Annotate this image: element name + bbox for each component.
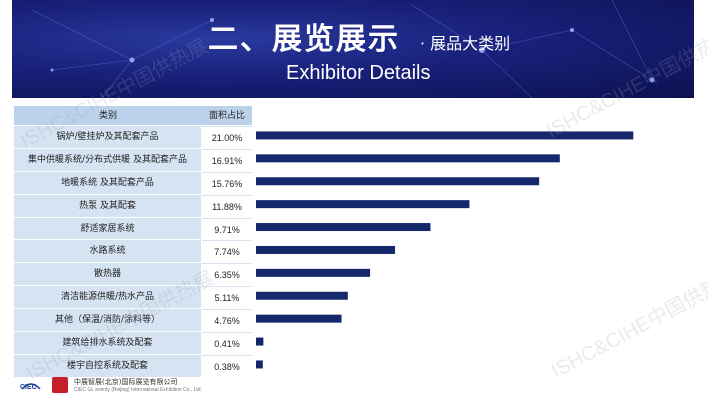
bar <box>256 131 634 140</box>
bar <box>256 200 470 209</box>
share-cell: 15.76% <box>202 171 252 194</box>
share-cell: 0.38% <box>202 354 252 377</box>
bar <box>256 177 540 186</box>
category-cell: 地暖系统 及其配套产品 <box>14 171 202 194</box>
page-title-english: Exhibitor Details <box>286 62 431 84</box>
category-cell: 楼宇自控系统及配套 <box>14 354 202 377</box>
bar <box>256 360 263 369</box>
page-title: 二、展览展示 <box>208 22 400 57</box>
category-cell: 集中供暖系统/分布式供暖 及其配套产品 <box>14 148 202 171</box>
table-row: 其他（保温/消防/涂料等） 4.76% <box>14 309 252 333</box>
company-name: 中展智展(北京)国际展览有限公司 CIEC GL eventy (Beijing… <box>74 377 202 393</box>
share-cell: 5.11% <box>202 286 252 309</box>
category-cell: 建筑给排水系统及配套 <box>14 332 202 354</box>
table-row: 建筑给排水系统及配套 0.41% <box>14 332 252 355</box>
share-cell: 6.35% <box>202 263 252 286</box>
share-cell: 21.00% <box>202 126 252 148</box>
company-logo-icon <box>52 377 68 393</box>
table-body: 锅炉/壁挂炉及其配套产品 21.00% 集中供暖系统/分布式供暖 及其配套产品 16.… <box>14 126 252 378</box>
category-cell: 舒适家居系统 <box>14 217 202 240</box>
category-cell: 水路系统 <box>14 240 202 263</box>
share-cell: 0.41% <box>202 332 252 354</box>
bar <box>256 291 348 300</box>
bar-chart <box>256 131 634 369</box>
category-cell: 散热器 <box>14 263 202 286</box>
table-row: 散热器 6.35% <box>14 263 252 287</box>
bar <box>256 314 342 323</box>
table-row: 舒适家居系统 9.71% <box>14 217 252 241</box>
ciec-logo-text: CIEC <box>20 384 37 391</box>
column-header-category: 类别 <box>98 111 117 121</box>
table-header: 类别 面积占比 <box>14 106 252 126</box>
footer-logo: CIEC 中展智展(北京)国际展览有限公司 CIEC GL eventy (Be… <box>20 374 202 396</box>
table-row: 锅炉/壁挂炉及其配套产品 21.00% <box>14 126 252 149</box>
ciec-logo-icon: CIEC <box>20 376 42 394</box>
table-row: 清洁能源供暖/热水产品 5.11% <box>14 286 252 310</box>
category-cell: 锅炉/壁挂炉及其配套产品 <box>14 126 202 148</box>
table-row: 水路系统 7.74% <box>14 240 252 264</box>
bar <box>256 245 396 254</box>
share-cell: 7.74% <box>202 240 252 263</box>
page-subtitle: · 展品大类别 <box>420 34 511 53</box>
category-cell: 其他（保温/消防/涂料等） <box>14 309 202 332</box>
column-header-share: 面积占比 <box>208 111 245 121</box>
table-row: 集中供暖系统/分布式供暖 及其配套产品 16.91% <box>14 148 252 172</box>
table-row: 热泵 及其配套 11.88% <box>14 194 252 218</box>
share-cell: 11.88% <box>202 194 252 217</box>
category-cell: 热泵 及其配套 <box>14 194 202 217</box>
table-row: 楼宇自控系统及配套 0.38% <box>14 354 252 378</box>
share-cell: 16.91% <box>202 148 252 171</box>
network-background <box>31 0 655 98</box>
bar <box>256 223 431 232</box>
header-banner: 二、展览展示 · 展品大类别 Exhibitor Details <box>12 0 694 98</box>
bar <box>256 268 371 277</box>
company-name-cn: 中展智展(北京)国际展览有限公司 <box>74 378 178 386</box>
category-table: 类别 面积占比 锅炉/壁挂炉及其配套产品 21.00% 集中供暖系统/分布式供暖 及… <box>14 106 252 378</box>
bar <box>256 154 560 163</box>
share-cell: 4.76% <box>202 309 252 332</box>
share-cell: 9.71% <box>202 217 252 240</box>
category-cell: 清洁能源供暖/热水产品 <box>14 286 202 309</box>
company-name-en: CIEC GL eventy (Beijing) International E… <box>74 387 202 393</box>
table-row: 地暖系统 及其配套产品 15.76% <box>14 171 252 195</box>
bar <box>256 337 264 346</box>
